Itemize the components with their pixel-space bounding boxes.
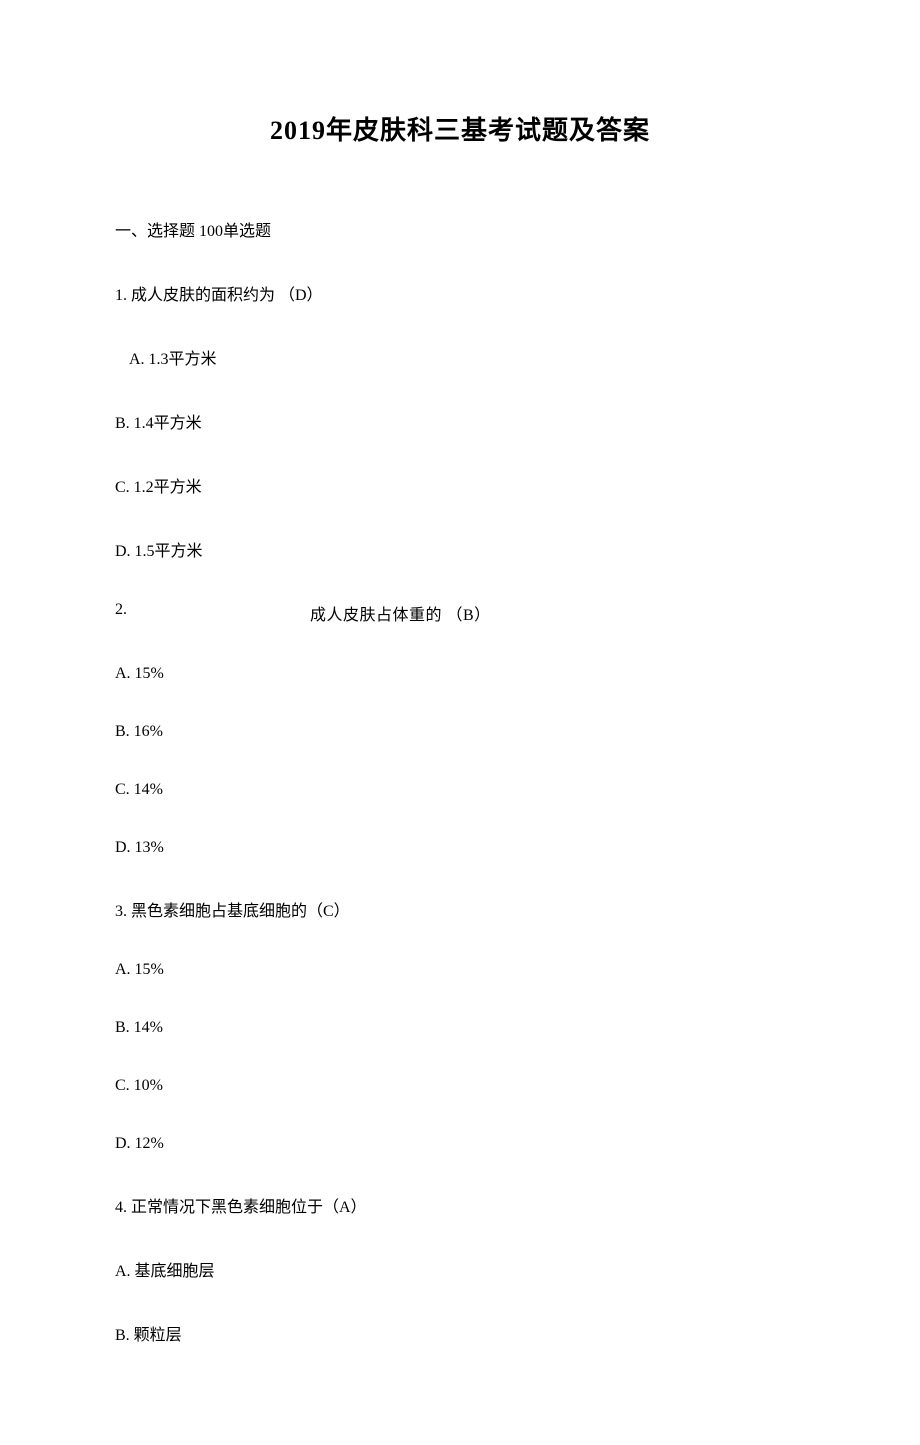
question-1-option-a: A. 1.3平方米 [115,345,805,369]
question-2-number: 2. [115,601,310,625]
question-2-option-c: C. 14% [115,781,805,799]
question-2-option-b: B. 16% [115,723,805,741]
question-2-stem: 成人皮肤占体重的 （B） [310,601,491,625]
section-header: 一、选择题 100单选题 [115,217,805,241]
question-2-option-d: D. 13% [115,839,805,857]
question-3-stem: 3. 黑色素细胞占基底细胞的（C） [115,897,805,921]
page-title: 2019年皮肤科三基考试题及答案 [115,110,805,147]
question-1-option-b: B. 1.4平方米 [115,409,805,433]
question-2-option-a: A. 15% [115,665,805,683]
question-3-option-b: B. 14% [115,1019,805,1037]
question-4-stem: 4. 正常情况下黑色素细胞位于（A） [115,1193,805,1217]
question-2-stem-row: 2. 成人皮肤占体重的 （B） [115,601,805,625]
question-3-option-c: C. 10% [115,1077,805,1095]
question-1-stem: 1. 成人皮肤的面积约为 （D） [115,281,805,305]
document-page: 2019年皮肤科三基考试题及答案 一、选择题 100单选题 1. 成人皮肤的面积… [0,0,920,1445]
question-3-option-d: D. 12% [115,1135,805,1153]
question-1-option-d: D. 1.5平方米 [115,537,805,561]
question-4-option-b: B. 颗粒层 [115,1321,805,1345]
question-1-option-c: C. 1.2平方米 [115,473,805,497]
question-3-option-a: A. 15% [115,961,805,979]
question-4-option-a: A. 基底细胞层 [115,1257,805,1281]
